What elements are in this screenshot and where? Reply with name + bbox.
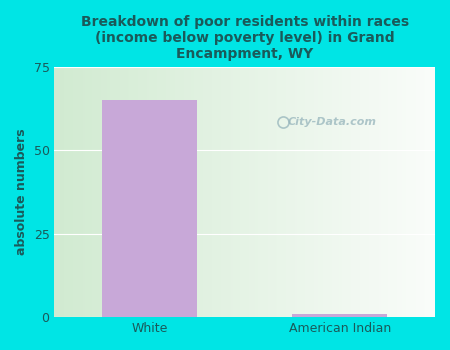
Bar <box>102 100 197 317</box>
Text: City-Data.com: City-Data.com <box>288 117 377 127</box>
Title: Breakdown of poor residents within races
(income below poverty level) in Grand
E: Breakdown of poor residents within races… <box>81 15 409 61</box>
Bar <box>292 314 387 317</box>
Y-axis label: absolute numbers: absolute numbers <box>15 128 28 255</box>
